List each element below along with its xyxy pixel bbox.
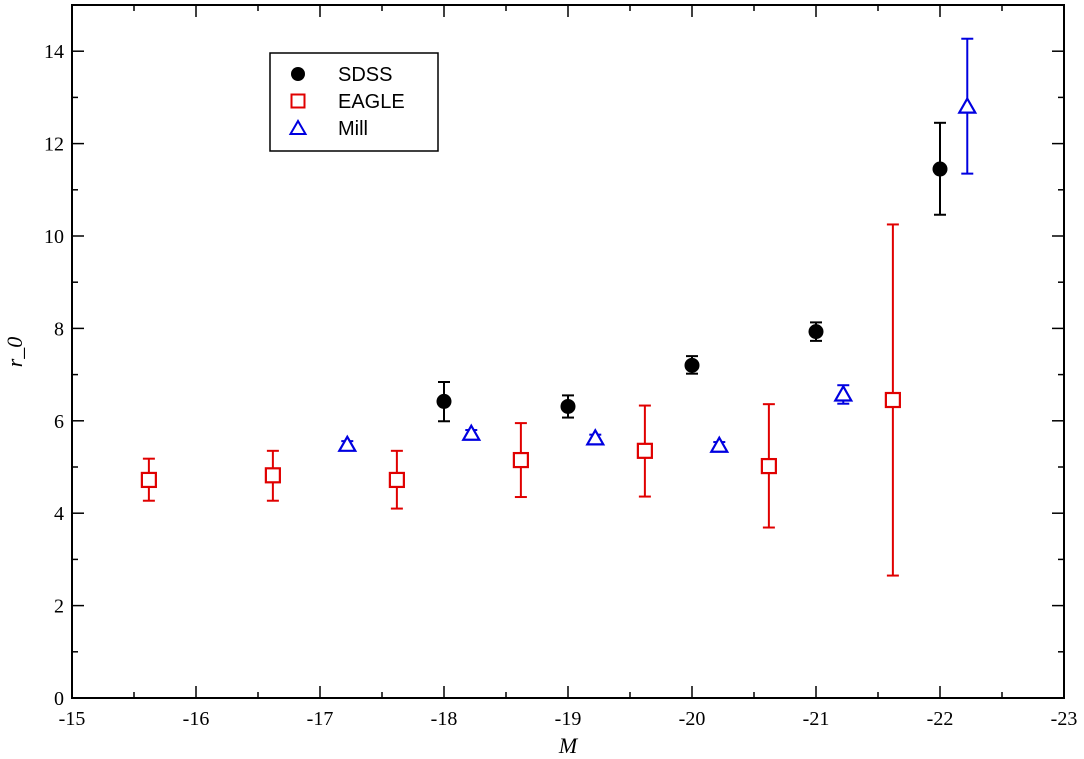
legend: SDSS EAGLE Mill (269, 52, 439, 152)
legend-marker-mill (288, 118, 308, 135)
axis-ticks (71, 4, 1065, 699)
data-point-mill (461, 423, 482, 441)
data-point-sdss (808, 324, 824, 340)
x-tick-label: -19 (555, 708, 582, 730)
y-tick-label: 14 (44, 41, 64, 63)
error-bars (142, 37, 974, 577)
x-tick-label: -16 (183, 708, 210, 730)
legend-marker-sdss (291, 67, 305, 81)
plot-frame (71, 4, 1065, 699)
y-tick-label: 4 (54, 503, 64, 525)
x-axis-title: M (558, 733, 579, 758)
data-point-sdss (560, 398, 576, 414)
y-tick-label: 8 (54, 318, 64, 340)
x-tick-label: -21 (803, 708, 830, 730)
x-tick-label: -22 (927, 708, 954, 730)
data-point-eagle (636, 442, 653, 459)
data-point-sdss (436, 393, 452, 409)
data-point-mill (709, 435, 730, 453)
y-tick-label: 0 (54, 688, 64, 710)
x-tick-label: -18 (431, 708, 458, 730)
data-markers (140, 96, 978, 489)
data-point-eagle (884, 391, 901, 409)
legend-label-eagle: EAGLE (338, 91, 405, 113)
data-point-eagle (388, 471, 405, 489)
y-tick-label: 2 (54, 596, 64, 618)
data-point-sdss (684, 357, 700, 373)
data-point-eagle (264, 467, 281, 484)
x-tick-label: -20 (679, 708, 706, 730)
data-point-mill (833, 384, 854, 402)
y-tick-label: 10 (44, 226, 64, 248)
data-point-eagle (760, 457, 777, 475)
y-tick-label: 6 (54, 411, 64, 433)
legend-marker-eagle (290, 93, 306, 109)
data-point-mill (337, 434, 358, 452)
x-tick-label: -15 (59, 708, 86, 730)
data-point-eagle (140, 471, 157, 489)
y-axis-title: r_0 (2, 337, 27, 368)
data-point-eagle (512, 451, 529, 469)
legend-label-mill: Mill (338, 118, 368, 140)
data-point-sdss (932, 161, 948, 177)
tick-labels: -15 -16 -17 -18 -19 -20 -21 -22 -23 0 2 4 6 8 10 12 14 (44, 41, 1077, 730)
x-tick-label: -17 (307, 708, 334, 730)
legend-label-sdss: SDSS (338, 64, 392, 86)
data-point-mill (585, 428, 606, 446)
y-tick-label: 12 (44, 134, 64, 156)
x-tick-label: -23 (1051, 708, 1078, 730)
data-point-mill (957, 96, 978, 114)
